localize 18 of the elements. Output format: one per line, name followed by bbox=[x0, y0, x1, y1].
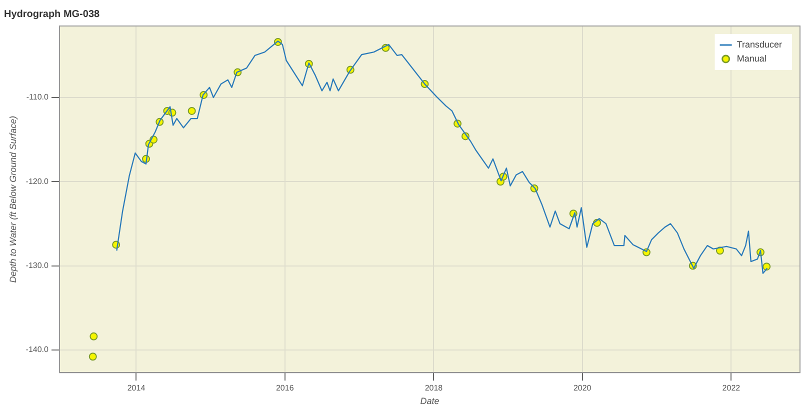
point bbox=[188, 106, 196, 115]
x-axis-title: Date bbox=[420, 396, 440, 406]
y-tick-label: -120.0 bbox=[26, 176, 50, 186]
y-tick-label: -140.0 bbox=[26, 345, 50, 354]
legend-label: Transducer bbox=[736, 39, 782, 50]
y-axis-title: Depth to Water (ft Below Ground Surface) bbox=[8, 116, 18, 283]
x-tick-label: 2022 bbox=[722, 384, 741, 393]
point bbox=[90, 332, 98, 340]
point bbox=[762, 262, 771, 271]
x-tick-label: 2016 bbox=[276, 384, 294, 393]
chart-title: Hydrograph MG-038 bbox=[4, 8, 100, 20]
y-tick-label: -110.0 bbox=[26, 92, 50, 102]
point bbox=[88, 352, 97, 361]
legend-label: Manual bbox=[736, 53, 766, 64]
x-tick-label: 2014 bbox=[127, 384, 146, 393]
x-tick-label: 2018 bbox=[424, 384, 444, 393]
y-tick-label: -130.0 bbox=[26, 260, 50, 270]
x-tick-label: 2020 bbox=[573, 384, 592, 393]
